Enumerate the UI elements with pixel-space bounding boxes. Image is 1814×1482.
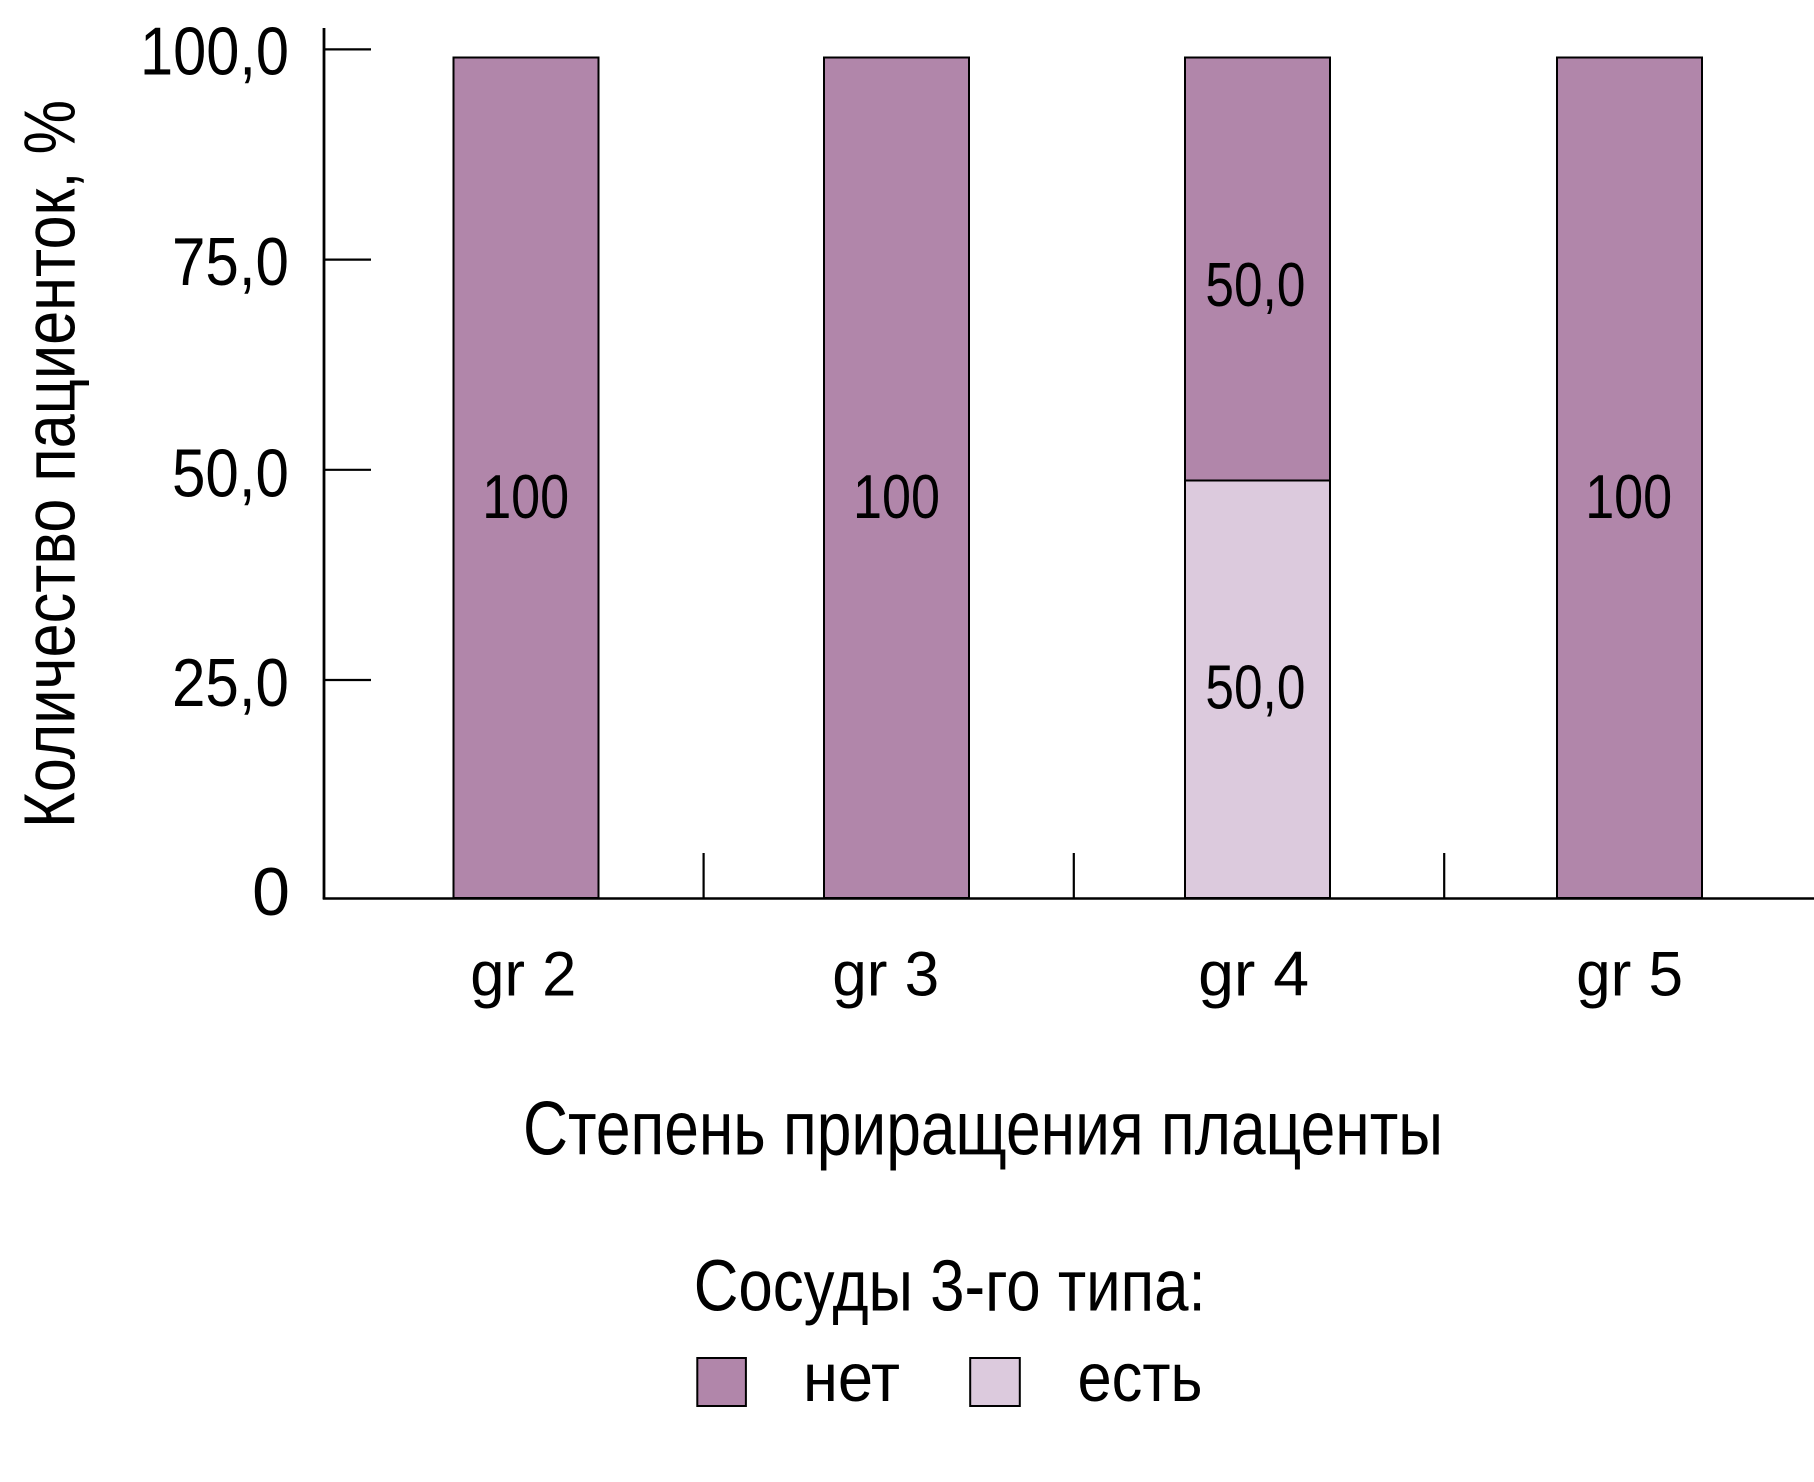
svg-text:50,0: 50,0 xyxy=(1205,251,1305,320)
svg-text:Сосуды 3-го типа:: Сосуды 3-го типа: xyxy=(694,1247,1206,1327)
svg-text:gr 5: gr 5 xyxy=(1576,940,1683,1010)
svg-text:Количество пациенток, %: Количество пациенток, % xyxy=(11,100,91,828)
svg-text:Степень приращения плаценты: Степень приращения плаценты xyxy=(523,1086,1443,1171)
svg-text:100: 100 xyxy=(1585,463,1672,532)
svg-text:100: 100 xyxy=(482,463,569,532)
svg-text:gr 2: gr 2 xyxy=(470,940,576,1010)
svg-text:50,0: 50,0 xyxy=(1205,653,1305,722)
svg-text:0: 0 xyxy=(252,854,290,930)
svg-text:нет: нет xyxy=(803,1339,900,1416)
svg-text:100: 100 xyxy=(853,463,940,532)
svg-text:100,0: 100,0 xyxy=(140,14,289,90)
svg-text:75,0: 75,0 xyxy=(172,224,289,300)
svg-text:gr 4: gr 4 xyxy=(1198,940,1309,1010)
svg-text:есть: есть xyxy=(1078,1339,1203,1416)
svg-text:gr 3: gr 3 xyxy=(832,940,939,1010)
svg-text:25,0: 25,0 xyxy=(172,645,289,721)
svg-text:50,0: 50,0 xyxy=(172,435,289,511)
